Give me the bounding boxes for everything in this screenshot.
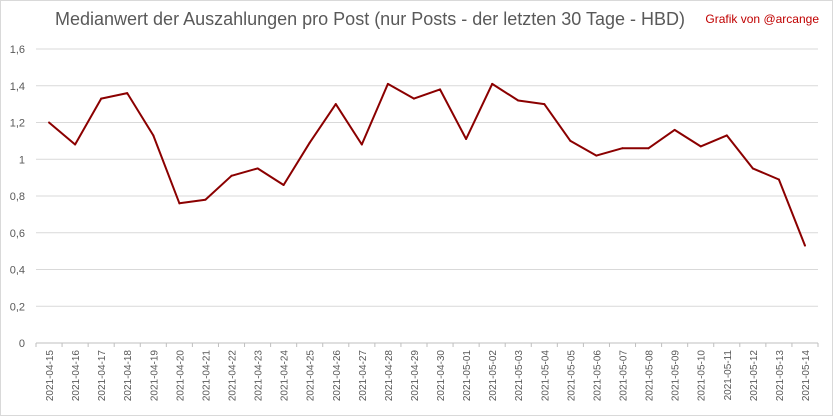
x-tick-label: 2021-04-28 <box>384 350 395 402</box>
y-tick-label: 0 <box>19 338 25 350</box>
x-tick-label: 2021-04-16 <box>71 350 82 402</box>
y-tick-label: 0,6 <box>10 228 25 240</box>
data-point <box>699 145 702 148</box>
data-point <box>386 82 389 85</box>
data-point <box>334 103 337 106</box>
data-point <box>100 97 103 100</box>
data-point <box>178 202 181 205</box>
data-point <box>74 143 77 146</box>
x-tick-label: 2021-04-17 <box>97 350 108 402</box>
data-point <box>439 88 442 91</box>
data-point <box>465 138 468 141</box>
x-tick-label: 2021-04-22 <box>228 350 239 402</box>
x-tick-label: 2021-05-06 <box>592 350 603 402</box>
x-tick-label: 2021-05-12 <box>749 350 760 402</box>
data-point <box>569 139 572 142</box>
x-tick-label: 2021-05-13 <box>775 350 786 402</box>
data-point <box>647 147 650 150</box>
data-point <box>595 154 598 157</box>
data-point <box>725 134 728 137</box>
y-tick-label: 1 <box>19 154 25 166</box>
data-point <box>282 183 285 186</box>
data-point <box>126 92 129 95</box>
y-tick-label: 0,8 <box>10 191 25 203</box>
data-point <box>517 99 520 102</box>
data-point <box>751 167 754 170</box>
x-tick-label: 2021-04-19 <box>149 350 160 402</box>
data-point <box>777 178 780 181</box>
data-point <box>803 244 806 247</box>
data-point <box>673 128 676 131</box>
x-tick-label: 2021-04-21 <box>201 350 212 402</box>
y-tick-label: 0,4 <box>10 265 25 277</box>
x-tick-label: 2021-04-24 <box>280 350 291 402</box>
x-tick-label: 2021-04-30 <box>436 350 447 402</box>
x-tick-label: 2021-05-11 <box>723 350 734 401</box>
x-tick-label: 2021-05-10 <box>697 350 708 402</box>
data-point <box>204 198 207 201</box>
x-tick-label: 2021-04-18 <box>123 350 134 402</box>
grid-lines <box>36 48 818 344</box>
data-point <box>412 97 415 100</box>
x-tick-label: 2021-05-03 <box>514 350 525 402</box>
y-tick-label: 0,2 <box>10 301 25 313</box>
x-tick-label: 2021-05-01 <box>462 350 473 402</box>
x-tick-label: 2021-05-08 <box>645 350 656 402</box>
x-tick-label: 2021-04-25 <box>306 350 317 402</box>
data-point <box>621 147 624 150</box>
x-tick-label: 2021-05-05 <box>566 350 577 402</box>
x-tick-label: 2021-05-14 <box>801 350 812 402</box>
series-line <box>48 82 806 246</box>
x-tick-label: 2021-04-15 <box>45 350 56 402</box>
data-point <box>360 143 363 146</box>
y-tick-label: 1,2 <box>10 118 25 130</box>
x-tick-label: 2021-04-27 <box>358 350 369 402</box>
data-point <box>48 121 51 124</box>
x-tick-label: 2021-05-09 <box>671 350 682 402</box>
data-point <box>543 103 546 106</box>
chart-credit: Grafik von @arcange <box>705 12 819 26</box>
x-axis: 2021-04-15 2021-04-16 2021-04-17 2021-04-18… <box>35 342 819 402</box>
x-tick-label: 2021-04-23 <box>254 350 265 402</box>
data-point <box>491 82 494 85</box>
y-tick-label: 1,6 <box>10 44 25 56</box>
data-series <box>48 82 806 247</box>
y-axis: 0 0,2 0,4 0,6 0,8 1 1,2 1,4 1,6 <box>10 44 25 350</box>
x-tick-label: 2021-05-07 <box>619 350 630 402</box>
x-tick-label: 2021-05-02 <box>488 350 499 402</box>
data-point <box>308 141 311 144</box>
x-tick-label: 2021-05-04 <box>540 350 551 402</box>
data-point <box>230 174 233 177</box>
x-tick-label: 2021-04-29 <box>410 350 421 402</box>
chart-title: Medianwert der Auszahlungen pro Post (nu… <box>55 9 685 29</box>
data-point <box>256 167 259 170</box>
x-tick-label: 2021-04-26 <box>332 350 343 402</box>
data-point <box>152 134 155 137</box>
x-tick-label: 2021-04-20 <box>175 350 186 402</box>
y-tick-label: 1,4 <box>10 81 25 93</box>
